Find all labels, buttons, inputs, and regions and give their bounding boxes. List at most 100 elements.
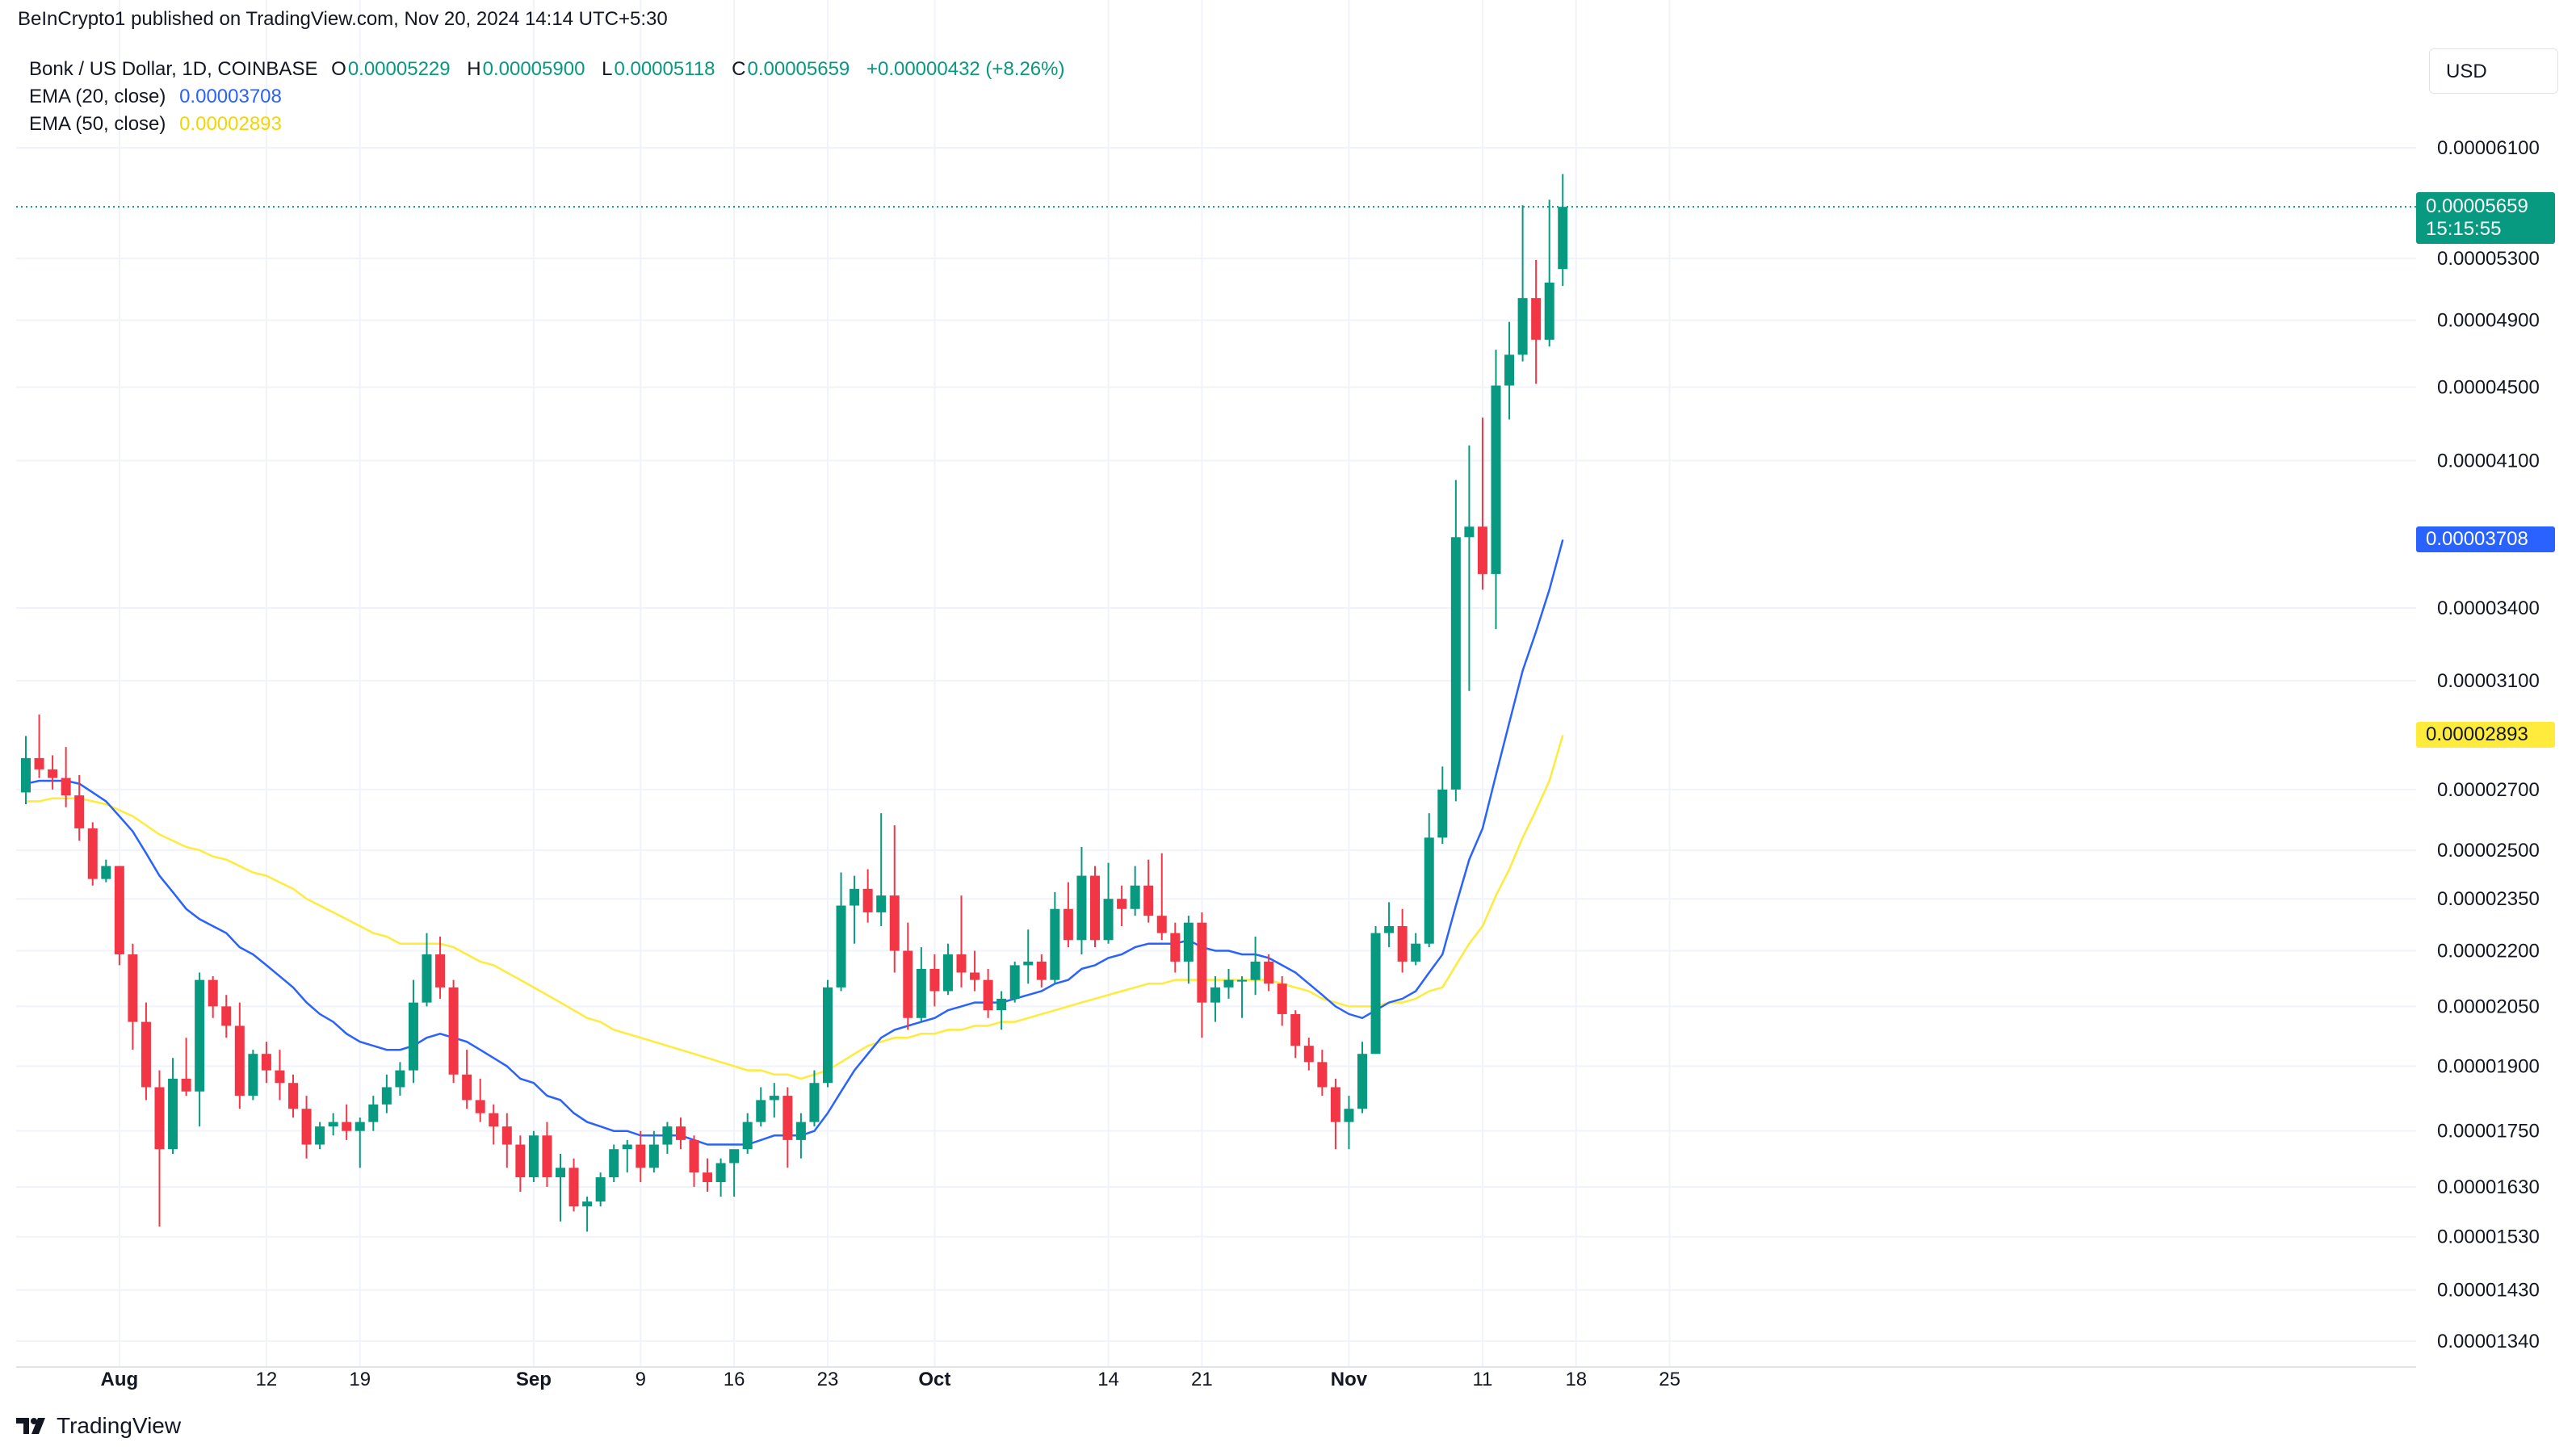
candle (448, 979, 459, 1084)
low-value: 0.00005118 (614, 58, 715, 80)
candle (1183, 916, 1194, 984)
candle-body (101, 866, 111, 879)
candle (1330, 1079, 1340, 1150)
chart-grid (16, 0, 2416, 1367)
ema50-legend[interactable]: EMA (50, close) 0.00002893 (29, 113, 290, 136)
price-tick-label: 0.00005300 (2437, 248, 2540, 270)
price-tick-label: 0.00006100 (2437, 137, 2540, 159)
candle (983, 968, 993, 1018)
candle-body (850, 888, 860, 906)
candle-body (114, 866, 124, 954)
candle (435, 936, 446, 999)
price-tick-label: 0.00001430 (2437, 1280, 2540, 1302)
close-label: C (732, 58, 746, 80)
candle (61, 747, 71, 807)
candle-body (903, 950, 913, 1018)
candle (542, 1122, 552, 1187)
candle-body (1009, 965, 1020, 999)
candle (1277, 976, 1287, 1026)
candle (154, 1070, 165, 1227)
candle-body (809, 1083, 820, 1122)
candle (1170, 922, 1181, 973)
candle-body (542, 1135, 552, 1178)
candle (462, 1050, 472, 1109)
candle (568, 1158, 579, 1212)
candle-body (355, 1122, 365, 1131)
candle (662, 1122, 673, 1154)
candle (609, 1144, 619, 1182)
candle (556, 1153, 565, 1222)
candle (1504, 321, 1515, 420)
candle-body (1090, 875, 1100, 941)
candle-body (662, 1126, 673, 1145)
candle (1384, 902, 1395, 948)
price-tick-label: 0.00004500 (2437, 377, 2540, 399)
candle-body (1183, 922, 1194, 962)
price-tick-label: 0.00001750 (2437, 1121, 2540, 1143)
candle (422, 933, 432, 1007)
candle (1357, 1042, 1367, 1113)
candle-body (1250, 961, 1261, 980)
candle-body (1237, 979, 1248, 982)
candle-body (408, 1002, 418, 1071)
candle (996, 991, 1007, 1030)
candle (181, 1038, 191, 1096)
candle (836, 872, 846, 992)
symbol-title[interactable]: Bonk / US Dollar, 1D, COINBASE (29, 58, 318, 80)
candle-body (1344, 1109, 1354, 1122)
ema20-legend[interactable]: EMA (20, close) 0.00003708 (29, 86, 290, 108)
candle (956, 895, 967, 987)
ema20-layer (25, 539, 1564, 1146)
candle-body (1023, 961, 1034, 966)
candle-body (1264, 961, 1274, 984)
date-tick-label: 9 (636, 1369, 646, 1390)
price-axis: 0.00006100 0.00005300 0.00004900 0.00004500… (2437, 137, 2540, 1352)
candle (1223, 968, 1234, 999)
date-tick-label: 25 (1659, 1369, 1680, 1390)
candle (381, 1074, 392, 1113)
candle (1156, 853, 1167, 941)
candle (1009, 961, 1020, 1003)
candle-body (715, 1163, 726, 1182)
candle-body (1170, 933, 1181, 962)
candle (234, 1002, 245, 1109)
open-value: 0.00005229 (347, 58, 451, 80)
candle (742, 1113, 753, 1154)
candle-body (1558, 207, 1568, 270)
candle-body (1370, 933, 1381, 1055)
candle (1103, 862, 1114, 944)
candle-body (74, 795, 85, 828)
date-tick-label: 16 (724, 1369, 745, 1390)
candle-body (556, 1168, 565, 1178)
candle (48, 755, 58, 790)
price-tick-label: 0.00001900 (2437, 1055, 2540, 1077)
candle (1050, 891, 1060, 984)
price-tick-label: 0.00002050 (2437, 996, 2540, 1017)
candle (528, 1130, 539, 1182)
tradingview-brand: TradingView (57, 1413, 182, 1438)
ohlc-legend[interactable]: Bonk / US Dollar, 1D, COINBASE O0.000052… (29, 58, 1076, 81)
candle (970, 950, 980, 992)
candle-body (1103, 899, 1114, 941)
candle-body (1210, 987, 1220, 1003)
candle (595, 1172, 606, 1207)
price-tick-label: 0.00003400 (2437, 598, 2540, 619)
candle (1450, 480, 1461, 802)
candle-body (181, 1079, 191, 1092)
date-tick-label: Aug (101, 1369, 139, 1390)
price-tick-label: 0.00003100 (2437, 670, 2540, 692)
tradingview-footer[interactable]: TradingView (16, 1413, 181, 1439)
close-value: 0.00005659 (747, 58, 850, 80)
candle (703, 1158, 713, 1192)
candle-body (689, 1139, 699, 1173)
price-tick-label: 0.00002500 (2437, 840, 2540, 862)
candle-body (729, 1149, 740, 1164)
candle-body (1491, 385, 1501, 574)
candle-body (489, 1113, 499, 1127)
candle-body (889, 895, 900, 951)
candle-body (1317, 1062, 1328, 1088)
currency-selector[interactable]: USD (2429, 48, 2558, 94)
candle (501, 1113, 512, 1168)
candle (208, 976, 218, 1018)
